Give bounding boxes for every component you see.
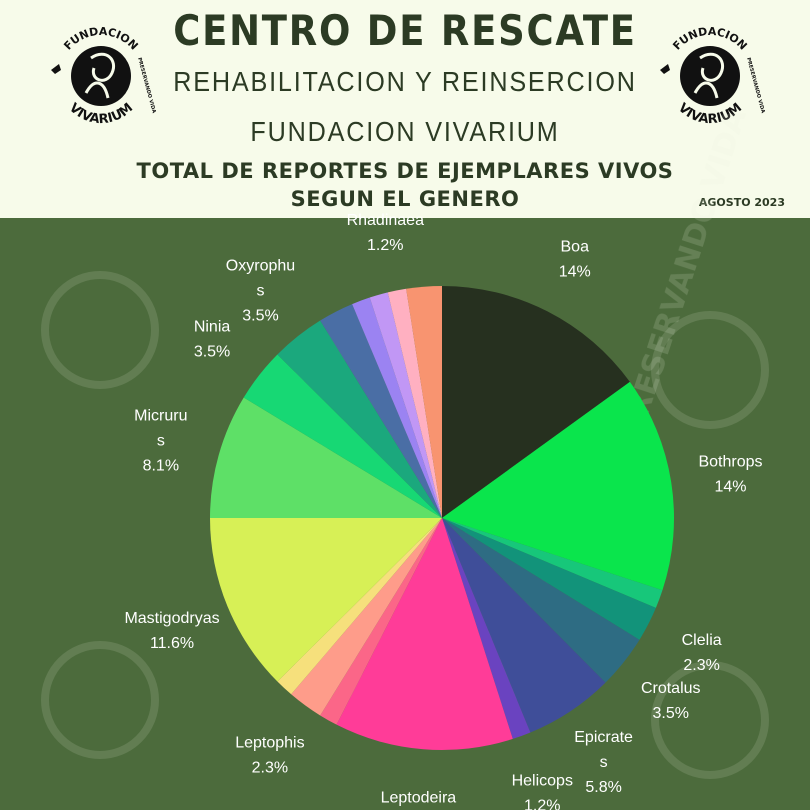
- slice-label-line: 14%: [714, 478, 746, 495]
- slice-label-line: Micruru: [134, 407, 187, 424]
- slice-label-line: Boa: [561, 238, 590, 255]
- slice-label-line: 14%: [559, 263, 591, 280]
- header-banner: FUNDACION VIVARIUM PRESERVANDO VIDA FUND…: [0, 0, 810, 218]
- slice-label-line: 1.2%: [524, 798, 560, 810]
- slice-label-line: Oxyrophu: [226, 257, 295, 274]
- pie-slice-unlabeled-8: [320, 518, 442, 725]
- pie-slice-unlabeled-19: [406, 286, 442, 518]
- slice-label-line: 5.8%: [585, 779, 621, 796]
- pie-slice-leptodeira: [336, 518, 513, 750]
- slice-label-line: 3.5%: [194, 344, 230, 361]
- slice-label-epicrates: Epicrate s 5.8%: [574, 729, 633, 796]
- slice-label-line: 2.3%: [252, 759, 288, 776]
- slice-label-line: 8.1%: [143, 457, 179, 474]
- pie-slice-oxyrophus: [277, 320, 442, 518]
- pie-slice-unlabeled-16: [352, 297, 442, 518]
- slice-label-line: Helicops: [512, 773, 573, 790]
- slice-label-line: 1.2%: [367, 237, 403, 254]
- slice-label-micrurus: Micruru s 8.1%: [134, 407, 187, 474]
- pie-slice-unlabeled-17: [369, 292, 442, 518]
- pie-slice-helicops: [442, 518, 531, 739]
- pie-slices: [210, 286, 675, 750]
- pie-labels: Boa 14% Bothrops 14% Clelia 2.3% Crotalus 3.5% E…: [124, 212, 762, 810]
- slice-label-line: 11.6%: [150, 635, 194, 652]
- slice-label-oxyrophus: Oxyrophu s 3.5%: [226, 257, 295, 324]
- page-subtitle: REHABILITACION Y REINSERCION: [173, 66, 637, 97]
- slice-label-clelia: Clelia 2.3%: [682, 632, 722, 674]
- slice-label-line: Crotalus: [641, 680, 701, 697]
- pie-slice-epicrates: [442, 518, 606, 733]
- slice-label-line: Clelia: [682, 632, 722, 649]
- slice-label-line: 3.5%: [652, 705, 688, 722]
- slice-label-line: s: [600, 754, 608, 771]
- pie-slice-micrurus: [210, 397, 442, 518]
- slice-label-line: Bothrops: [698, 453, 762, 470]
- slice-label-rhadinaea: Rhadinaea 1.2%: [347, 212, 425, 254]
- slice-label-line: Epicrate: [574, 729, 633, 746]
- slice-label-bothrops: Bothrops 14%: [698, 453, 762, 495]
- pie-slice-crotalus: [442, 518, 640, 683]
- organization-name: FUNDACION VIVARIUM: [250, 116, 560, 147]
- pie-slice-clelia: [442, 518, 656, 640]
- chart-title: TOTAL DE REPORTES DE EJEMPLARES VIVOS SE…: [0, 157, 810, 213]
- report-date: AGOSTO 2023: [698, 196, 785, 209]
- slice-label-crotalus: Crotalus 3.5%: [641, 680, 701, 722]
- slice-label-line: s: [157, 432, 165, 449]
- pie-slice-leptophis: [291, 518, 442, 716]
- slice-label-line: Leptodeira: [381, 790, 457, 807]
- page-title: CENTRO DE RESCATE: [173, 6, 637, 55]
- slice-label-line: Rhadinaea: [347, 212, 425, 229]
- slice-label-line: s: [256, 282, 264, 299]
- vivarium-logo-left: FUNDACION VIVARIUM PRESERVANDO VIDA: [46, 18, 157, 128]
- pie-slice-unlabeled-2: [442, 518, 663, 608]
- pie-slice-rhadinaea: [387, 288, 442, 518]
- pie-slice-boa: [442, 286, 630, 518]
- slice-label-leptodeira: Leptodeira11.6%: [381, 790, 457, 810]
- pie-slice-unlabeled-10: [277, 518, 442, 695]
- slice-label-ninia: Ninia 3.5%: [194, 319, 231, 361]
- slice-label-leptophis: Leptophis 2.3%: [235, 734, 304, 776]
- slice-label-mastigodryas: Mastigodryas 11.6%: [124, 610, 219, 652]
- slice-label-line: 3.5%: [242, 307, 278, 324]
- pie-slice-unlabeled-15: [320, 304, 442, 518]
- slice-label-line: Mastigodryas: [124, 610, 219, 627]
- slice-label-helicops: Helicops 1.2%: [512, 773, 573, 810]
- pie-slice-mastigodryas: [210, 518, 442, 682]
- vivarium-logo-right: FUNDACION VIVARIUM PRESERVANDO VIDA: [655, 18, 766, 128]
- pie-slice-ninia: [243, 354, 442, 518]
- slice-label-line: Ninia: [194, 319, 231, 336]
- slice-label-line: 2.3%: [683, 657, 719, 674]
- pie-slice-bothrops: [442, 381, 675, 591]
- chart-title-line2: SEGUN EL GENERO: [290, 187, 520, 211]
- chart-title-line1: TOTAL DE REPORTES DE EJEMPLARES VIVOS: [136, 159, 674, 183]
- slice-label-line: Leptophis: [235, 734, 304, 751]
- slice-label-boa: Boa 14%: [559, 238, 591, 280]
